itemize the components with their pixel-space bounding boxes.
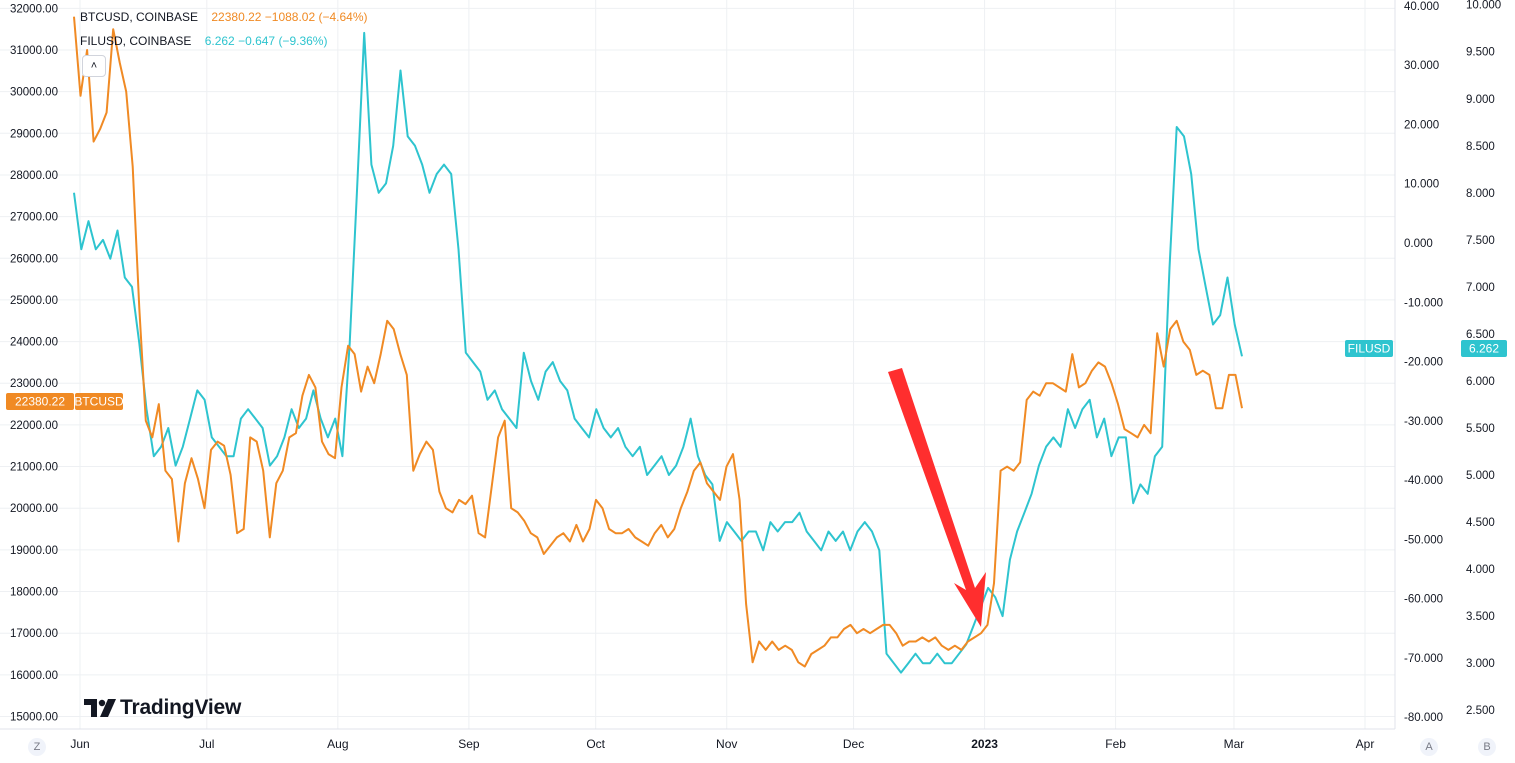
left-axis-tick-label: 24000.00 <box>10 337 58 349</box>
right-axis-tick-label: 6.500 <box>1466 329 1495 341</box>
fil-label-tag-bg <box>1345 340 1393 357</box>
time-axis-tick-label: Sep <box>458 737 480 751</box>
right-axis-tick-label: 7.000 <box>1466 282 1495 294</box>
right-axis-tick-label: 9.000 <box>1466 94 1495 106</box>
right-axis-tick-label: 8.000 <box>1466 188 1495 200</box>
right-axis-tick-label: 5.000 <box>1466 470 1495 482</box>
legend-filusd[interactable]: FILUSD, COINBASE 6.262 −0.647 (−9.36%) <box>80 34 327 48</box>
left-axis-tick-label: 30000.00 <box>10 87 58 99</box>
left-axis-tick-label: 18000.00 <box>10 587 58 599</box>
legend-fil-values: 6.262 −0.647 (−9.36%) <box>204 34 328 48</box>
time-axis-tick-label: Apr <box>1356 737 1375 751</box>
right-axis-tick-label: 10.000 <box>1466 0 1501 12</box>
time-axis[interactable]: Jun Jul Aug Sep Oct Nov Dec 2023 Feb Mar Apr <box>70 737 1374 751</box>
tradingview-logo[interactable]: TradingView <box>84 696 241 720</box>
auto-scale-a-button[interactable]: A <box>1420 738 1438 756</box>
right-axis-tick-label: 7.500 <box>1466 235 1495 247</box>
left-axis-tick-label: 27000.00 <box>10 212 58 224</box>
fil-price-tag-value: 6.262 <box>1469 342 1499 356</box>
tradingview-logo-icon <box>84 699 116 717</box>
time-axis-tick-label: Jun <box>70 737 89 751</box>
time-axis-tick-label: Jul <box>199 737 214 751</box>
time-axis-tick-label: Mar <box>1224 737 1245 751</box>
series-line-filusd <box>73 31 1243 674</box>
left-axis-tick-label: 23000.00 <box>10 378 58 390</box>
middle-axis-tick-label: -10.000 <box>1404 297 1443 309</box>
fil-price-tag-bg <box>1461 340 1507 357</box>
legend-fil-symbol: FILUSD, COINBASE <box>80 34 192 48</box>
left-price-axis[interactable]: 32000.00 31000.00 30000.00 29000.00 28000.00… <box>10 3 58 723</box>
middle-axis-tick-label: -80.000 <box>1404 712 1443 724</box>
annotation-arrow[interactable] <box>888 368 986 627</box>
left-axis-tick-label: 22000.00 <box>10 420 58 432</box>
middle-axis-tick-label: -60.000 <box>1404 594 1443 606</box>
right-axis-tick-label: 4.500 <box>1466 517 1495 529</box>
series-line-btcusd <box>73 16 1243 668</box>
time-axis-tick-label: Dec <box>843 737 864 751</box>
right-axis-tick-label: 4.000 <box>1466 564 1495 576</box>
left-axis-tick-label: 25000.00 <box>10 295 58 307</box>
arrow-shape <box>888 368 986 627</box>
time-axis-tick-label: Aug <box>327 737 348 751</box>
time-axis-tick-label: Oct <box>586 737 605 751</box>
legend-collapse-button[interactable]: ˄ <box>82 55 106 77</box>
left-axis-tick-label: 26000.00 <box>10 253 58 265</box>
btc-label-tag: BTCUSD <box>74 395 124 409</box>
right-price-axis[interactable]: 10.000 9.500 9.000 8.500 8.000 7.500 7.000 6.50… <box>1466 0 1501 717</box>
left-axis-tick-label: 20000.00 <box>10 503 58 515</box>
right-axis-tick-label: 2.500 <box>1466 705 1495 717</box>
left-axis-tick-label: 16000.00 <box>10 670 58 682</box>
right-axis-tick-label: 8.500 <box>1466 141 1495 153</box>
middle-axis-tick-label: 10.000 <box>1404 179 1439 191</box>
auto-scale-b-button[interactable]: B <box>1478 738 1496 756</box>
left-axis-tick-label: 21000.00 <box>10 462 58 474</box>
right-axis-tick-label: 3.000 <box>1466 658 1495 670</box>
left-axis-tick-label: 15000.00 <box>10 712 58 724</box>
right-axis-tick-label: 5.500 <box>1466 423 1495 435</box>
fil-label-tag: FILUSD <box>1348 342 1391 356</box>
left-axis-tick-label: 32000.00 <box>10 3 58 15</box>
chart-grid <box>0 0 1395 729</box>
auto-scale-z-button[interactable]: Z <box>28 738 46 756</box>
btc-price-tag-value: 22380.22 <box>15 395 65 409</box>
middle-axis-tick-label: -30.000 <box>1404 416 1443 428</box>
middle-axis-tick-label: 40.000 <box>1404 1 1439 13</box>
left-axis-tick-label: 31000.00 <box>10 45 58 57</box>
time-axis-tick-label: 2023 <box>971 737 998 751</box>
middle-axis-tick-label: 0.000 <box>1404 238 1433 250</box>
time-axis-tick-label: Feb <box>1105 737 1126 751</box>
middle-axis-tick-label: -70.000 <box>1404 653 1443 665</box>
tradingview-logo-text: TradingView <box>120 696 242 719</box>
middle-axis-tick-label: 20.000 <box>1404 119 1439 131</box>
middle-axis-tick-label: -40.000 <box>1404 475 1443 487</box>
btc-price-tag-bg <box>6 393 74 410</box>
middle-price-axis[interactable]: 40.000 30.000 20.000 10.000 0.000 -10.000 -20.… <box>1404 1 1443 724</box>
left-axis-tick-label: 17000.00 <box>10 628 58 640</box>
right-axis-tick-label: 6.000 <box>1466 376 1495 388</box>
right-axis-tick-label: 9.500 <box>1466 47 1495 59</box>
right-axis-tick-label: 3.500 <box>1466 611 1495 623</box>
legend-btcusd[interactable]: BTCUSD, COINBASE 22380.22 −1088.02 (−4.6… <box>80 10 368 24</box>
legend-btc-symbol: BTCUSD, COINBASE <box>80 10 199 24</box>
btc-label-tag-bg <box>75 393 123 410</box>
middle-axis-tick-label: -20.000 <box>1404 357 1443 369</box>
middle-axis-tick-label: 30.000 <box>1404 60 1439 72</box>
middle-axis-tick-label: -50.000 <box>1404 534 1443 546</box>
left-axis-tick-label: 29000.00 <box>10 128 58 140</box>
time-axis-tick-label: Nov <box>716 737 737 751</box>
price-tags: 22380.22 BTCUSD FILUSD 6.262 <box>6 340 1507 410</box>
left-axis-tick-label: 19000.00 <box>10 545 58 557</box>
legend-btc-values: 22380.22 −1088.02 (−4.64%) <box>211 10 368 24</box>
left-axis-tick-label: 28000.00 <box>10 170 58 182</box>
